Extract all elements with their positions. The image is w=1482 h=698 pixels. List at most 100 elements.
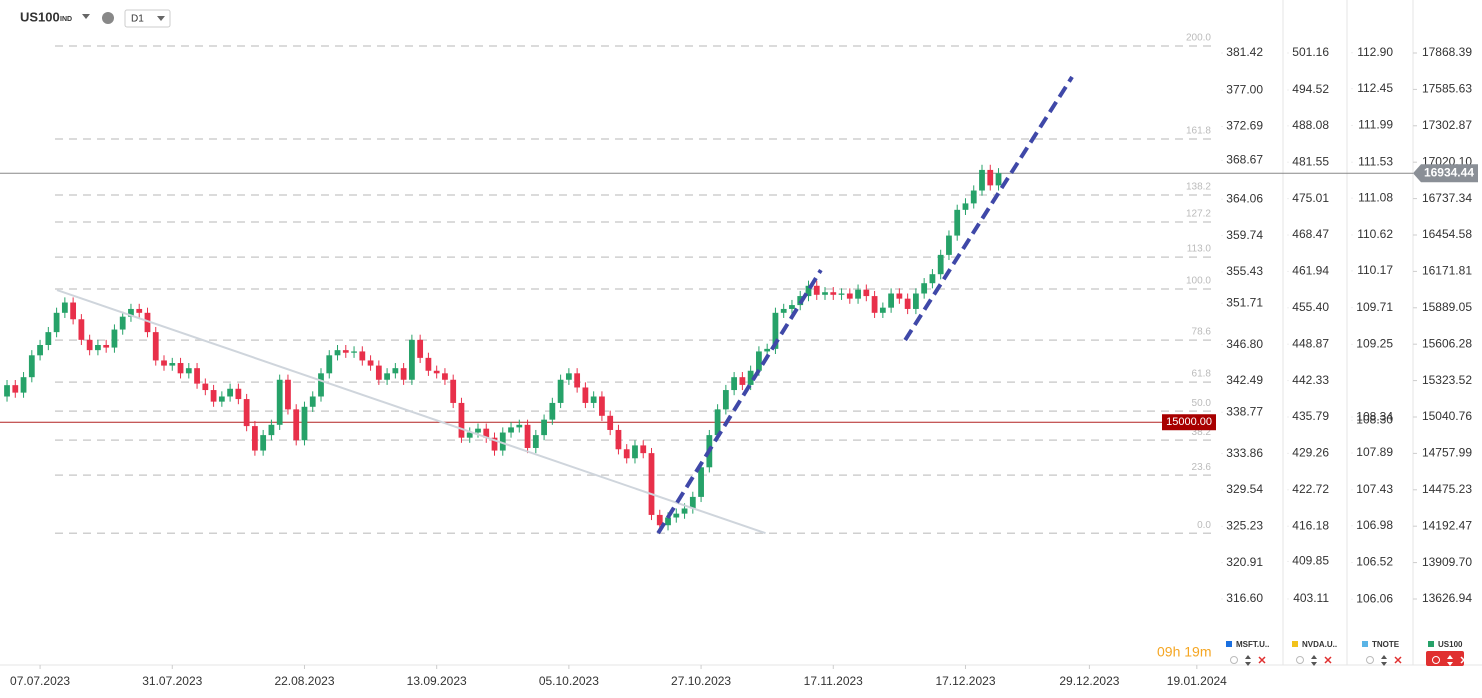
countdown: 09h 19m: [1157, 644, 1211, 660]
candle-body: [698, 467, 704, 497]
candle-body: [392, 368, 399, 374]
y-tick-label: 107.43: [1356, 482, 1393, 496]
candle-body: [582, 387, 589, 403]
legend-swatch: [1292, 641, 1298, 647]
candle-body: [756, 351, 762, 371]
candle-body: [28, 355, 35, 378]
interval: D1: [131, 14, 144, 25]
legend-label[interactable]: TNOTE: [1372, 640, 1400, 649]
y-tick-label: 110.62: [1357, 227, 1393, 241]
remove-icon[interactable]: [1324, 656, 1332, 664]
candle-body: [937, 254, 944, 275]
y-tick-label: 325.23: [1226, 518, 1263, 532]
y-tick-label: 14475.23: [1422, 482, 1472, 496]
trendline[interactable]: [656, 269, 823, 535]
candle-body: [119, 316, 126, 330]
fib-level-label: 23.6: [1192, 462, 1212, 473]
y-tick-label: 316.60: [1226, 591, 1263, 605]
visibility-icon[interactable]: [1296, 656, 1304, 664]
candle-body: [822, 292, 828, 295]
candle-body: [86, 339, 93, 351]
level-label[interactable]: 15000.00: [1166, 416, 1212, 428]
y-tick-label: 106.98: [1356, 518, 1393, 532]
candle-body: [417, 339, 424, 358]
visibility-icon[interactable]: [1366, 656, 1374, 664]
order-icon[interactable]: [1311, 655, 1317, 666]
candle-body: [367, 360, 374, 366]
y-tick-label: 16737.34: [1422, 191, 1472, 205]
candle-body: [276, 379, 283, 425]
y-tick-label: 351.71: [1226, 295, 1263, 309]
y-tick-label: 372.69: [1226, 119, 1263, 133]
candle-body: [408, 339, 415, 380]
y-tick-label: 333.86: [1226, 446, 1263, 460]
remove-icon[interactable]: [1394, 656, 1402, 664]
candle-body: [53, 312, 60, 333]
fib-level-label: 113.0: [1187, 244, 1212, 255]
candle-body: [293, 409, 300, 441]
visibility-icon[interactable]: [1432, 656, 1440, 664]
symbol-dropdown[interactable]: [82, 14, 90, 19]
trendline[interactable]: [903, 75, 1074, 342]
order-icon[interactable]: [1447, 655, 1453, 666]
x-tick-label: 05.10.2023: [539, 674, 599, 688]
y-tick-label: 422.72: [1292, 482, 1329, 496]
candle-body: [648, 453, 655, 515]
y-tick-label: 468.47: [1292, 227, 1329, 241]
y-tick-label: 111.53: [1358, 154, 1393, 168]
candle-body: [78, 319, 85, 340]
candle-body: [615, 429, 622, 450]
candle-body: [970, 190, 977, 204]
candle-body: [904, 298, 911, 309]
trendline[interactable]: [56, 289, 766, 535]
candle-body: [921, 283, 928, 294]
y-tick-label: 107.89: [1356, 445, 1393, 459]
y-tick-label: 108.30: [1356, 412, 1393, 426]
candle-body: [128, 308, 134, 317]
y-tick-label: 429.26: [1292, 446, 1329, 460]
candle-body: [673, 513, 680, 518]
order-icon[interactable]: [1245, 655, 1251, 666]
fib-level-label: 127.2: [1186, 209, 1211, 220]
legend-label[interactable]: US100: [1438, 640, 1463, 649]
legend-actions-box[interactable]: [1426, 651, 1464, 666]
candle-body: [656, 514, 663, 526]
candle-body: [739, 377, 746, 385]
y-tick-label: 14192.47: [1422, 518, 1472, 532]
y-tick-label: 342.49: [1226, 373, 1263, 387]
y-tick-label: 106.52: [1356, 555, 1393, 569]
y-tick-label: 17585.63: [1422, 82, 1472, 96]
candle-body: [665, 517, 671, 526]
fib-level-label: 61.8: [1192, 369, 1212, 380]
candle-body: [954, 209, 961, 236]
candle-body: [103, 344, 110, 348]
candle-body: [541, 419, 547, 436]
candle-body: [161, 360, 167, 366]
candle-body: [152, 332, 159, 361]
candle-body: [747, 370, 754, 385]
candle-body: [442, 373, 448, 380]
x-tick-label: 22.08.2023: [274, 674, 334, 688]
interval-dropdown[interactable]: [157, 16, 165, 21]
remove-icon[interactable]: [1460, 656, 1468, 664]
legend-label[interactable]: NVDA.U..: [1302, 640, 1337, 649]
fib-level-label: 0.0: [1197, 520, 1211, 531]
visibility-icon[interactable]: [1230, 656, 1238, 664]
candle-body: [995, 173, 1002, 186]
y-tick-label: 112.45: [1357, 81, 1393, 95]
order-icon[interactable]: [1381, 655, 1387, 666]
interval-select[interactable]: [124, 9, 171, 28]
candle-body: [632, 445, 638, 459]
last-price-label: 16934.44: [1424, 165, 1474, 179]
candle-body: [359, 351, 366, 361]
info-icon[interactable]: [102, 12, 114, 24]
y-tick-label: 15606.28: [1422, 336, 1472, 350]
candle-body: [318, 373, 324, 397]
candle-body: [913, 293, 919, 309]
symbol[interactable]: US100: [20, 9, 60, 24]
candle-body: [722, 390, 729, 410]
y-tick-label: 381.42: [1226, 45, 1263, 59]
remove-icon[interactable]: [1258, 656, 1266, 664]
legend-label[interactable]: MSFT.U..: [1236, 640, 1269, 649]
